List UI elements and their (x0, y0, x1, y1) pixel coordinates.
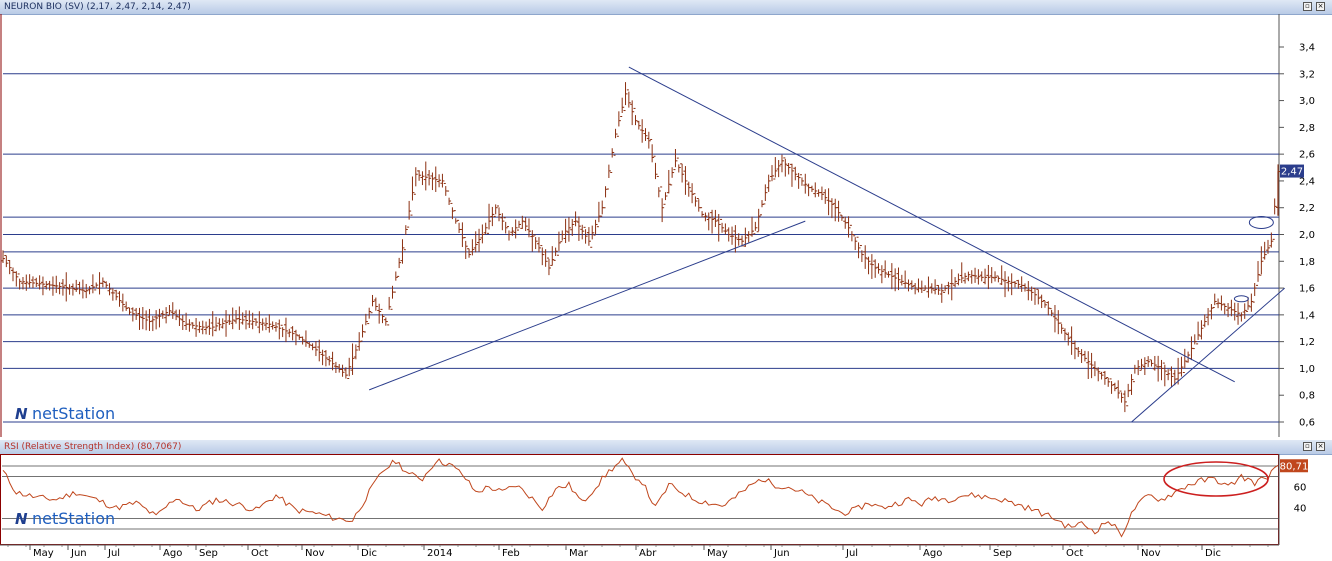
x-tick-label: Nov (305, 548, 325, 559)
restore-window-icon[interactable]: ▫ (1303, 2, 1312, 11)
last-value-badge (1280, 164, 1304, 178)
x-tick-label: Dic (1205, 548, 1221, 559)
y-tick-label: 0,6 (1299, 418, 1315, 429)
trendline (369, 220, 806, 391)
last-value-label: 2,47 (1281, 167, 1303, 178)
y-tick-label: 1,8 (1299, 257, 1315, 268)
rsi-panel-title: RSI (Relative Strength Index) (80,7067) (4, 442, 182, 452)
rsi-value-label: 80,71 (1280, 461, 1309, 472)
price-panel: NEURON BIO (SV) (2,17, 2,47, 2,14, 2,47)… (0, 0, 1332, 437)
x-tick-label: Jun (773, 548, 790, 559)
marker-ellipse (1233, 295, 1249, 303)
marker-ellipse (1248, 215, 1274, 229)
y-tick-label: 2,6 (1299, 150, 1315, 161)
y-tick-label: 1,4 (1299, 310, 1315, 321)
x-tick-label: Jul (845, 548, 858, 559)
y-tick-label: 1,6 (1299, 284, 1315, 295)
watermark: netStation (32, 404, 115, 423)
close-window-icon[interactable]: × (1316, 2, 1325, 11)
x-tick-label: Oct (251, 548, 268, 559)
rsi-panel: RSI (Relative Strength Index) (80,7067) … (0, 440, 1332, 561)
x-tick-label: Mar (569, 548, 589, 559)
x-tick-label: Nov (1141, 548, 1161, 559)
x-tick-label: Oct (1066, 548, 1083, 559)
close-window-icon[interactable]: × (1316, 442, 1325, 451)
price-title-bar[interactable]: NEURON BIO (SV) (2,17, 2,47, 2,14, 2,47)… (0, 0, 1332, 15)
rsi-tick-label: 60 (1294, 483, 1307, 494)
y-tick-label: 1,0 (1299, 364, 1315, 375)
y-tick-label: 1,2 (1299, 337, 1315, 348)
y-tick-label: 2,4 (1299, 176, 1315, 187)
y-tick-label: 0,8 (1299, 391, 1315, 402)
trendline (1131, 287, 1285, 423)
x-tick-label: May (33, 548, 54, 559)
price-panel-title: NEURON BIO (SV) (2,17, 2,47, 2,14, 2,47) (4, 2, 191, 12)
x-tick-label: Sep (993, 548, 1012, 559)
rsi-tick-label: 40 (1294, 504, 1307, 515)
rsi-line (2, 457, 1279, 538)
x-tick-label: 2014 (427, 548, 452, 559)
trendline (628, 66, 1235, 383)
rsi-border (0, 454, 1279, 545)
x-tick-label: Ago (923, 548, 942, 559)
x-tick-label: May (707, 548, 728, 559)
x-tick-label: Ago (163, 548, 182, 559)
y-tick-label: 2,8 (1299, 123, 1315, 134)
y-tick-label: 2,0 (1299, 230, 1315, 241)
annotation-ellipse (1163, 461, 1269, 497)
x-tick-label: Jul (107, 548, 120, 559)
x-tick-label: Jun (70, 548, 87, 559)
netstation-logo-icon: N (15, 405, 28, 423)
restore-window-icon[interactable]: ▫ (1303, 442, 1312, 451)
price-chart[interactable]: 3,4 3,2 3,0 2,8 2,6 2,4 2,2 2,0 1,8 1,6 1,4 1,2 1,0 0… (0, 14, 1332, 437)
watermark: netStation (32, 509, 115, 528)
y-tick-label: 3,2 (1299, 69, 1315, 80)
rsi-value-badge (1280, 459, 1308, 473)
rsi-title-bar[interactable]: RSI (Relative Strength Index) (80,7067) … (0, 440, 1332, 455)
y-tick-label: 3,0 (1299, 96, 1315, 107)
rsi-chart[interactable]: 80604080,71NnetStationMayJunJulAgoSepOct… (0, 454, 1332, 561)
y-tick-label: 3,4 (1299, 43, 1315, 54)
netstation-logo-icon: N (15, 510, 28, 528)
y-tick-label: 2,2 (1299, 203, 1315, 214)
x-tick-label: Feb (502, 548, 520, 559)
x-tick-label: Abr (639, 548, 657, 559)
x-tick-label: Dic (361, 548, 377, 559)
x-tick-label: Sep (199, 548, 218, 559)
